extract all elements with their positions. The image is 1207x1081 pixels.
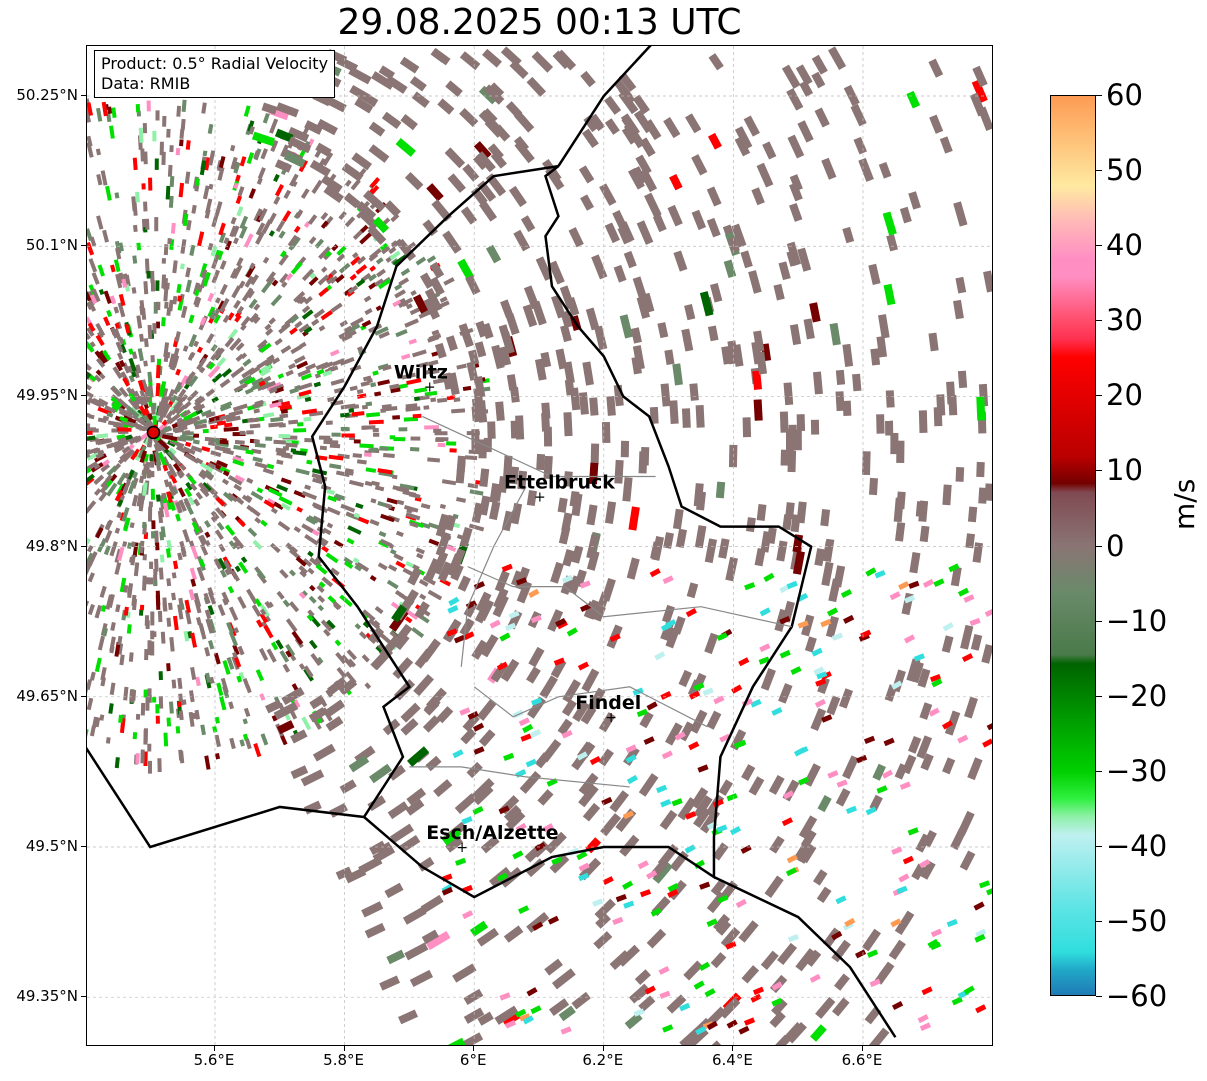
colorbar-gradient: [1051, 96, 1095, 995]
latitude-tick: [81, 245, 86, 247]
colorbar-tick: [1096, 395, 1102, 397]
latitude-tick: [81, 695, 86, 697]
colorbar-tick-label: 40: [1106, 228, 1143, 263]
colorbar-fill: [1051, 96, 1095, 995]
colorbar-tick-label: −10: [1106, 603, 1168, 638]
latitude-tick: [81, 996, 86, 998]
luxembourg-border: [310, 164, 813, 899]
product-info-box: Product: 0.5° Radial Velocity Data: RMIB: [94, 50, 336, 98]
longitude-tick-label: 6.6°E: [841, 1051, 883, 1069]
product-label: Product: 0.5° Radial Velocity: [101, 54, 329, 73]
city-marker: +Ettelbruck: [504, 472, 615, 506]
colorbar-tick-label: −50: [1106, 903, 1168, 938]
longitude-tick: [862, 1046, 863, 1051]
longitude-tick-label: 6.2°E: [582, 1051, 624, 1069]
longitude-tick: [343, 1046, 345, 1051]
canton-boundary: [422, 415, 656, 478]
latitude-tick: [81, 846, 86, 847]
longitude-tick-label: 5.8°E: [323, 1051, 365, 1069]
longitude-tick: [473, 1046, 475, 1051]
latitude-tick: [81, 95, 86, 97]
canton-boundary: [473, 686, 708, 728]
colorbar-tick-label: −40: [1106, 828, 1168, 863]
colorbar-tick-label: 10: [1106, 453, 1143, 488]
canton-boundary: [409, 766, 630, 788]
colorbar-tick: [1096, 996, 1102, 997]
latitude-tick: [81, 395, 86, 397]
radar-map[interactable]: + Wiltz + Ettelbruck + Findel + Esch/Alzette: [86, 45, 993, 1046]
colorbar-tick-label: −20: [1106, 678, 1168, 713]
data-source-label: Data: RMIB: [101, 74, 191, 93]
city-marker: +Esch/Alzette: [426, 822, 558, 856]
city-label: Esch/Alzette: [426, 822, 558, 844]
longitude-tick-label: 6.4°E: [711, 1051, 753, 1069]
colorbar-tick-label: 20: [1106, 378, 1143, 413]
latitude-tick-label: 49.5°N: [25, 837, 78, 855]
colorbar-tick-label: 60: [1106, 78, 1143, 112]
city-label: Ettelbruck: [504, 472, 615, 494]
germany-border: [557, 46, 652, 167]
colorbar-tick-label: 30: [1106, 303, 1143, 338]
city-cross-icon: +: [605, 710, 617, 726]
longitude-tick: [732, 1046, 734, 1051]
colorbar-tick-label: 0: [1106, 528, 1125, 563]
radar-map-canvas: +Wiltz+Ettelbruck+Findel+Esch/Alzette: [87, 46, 992, 1045]
colorbar-tick: [1096, 245, 1102, 247]
radar-echoes: [87, 46, 992, 1045]
city-cross-icon: +: [424, 379, 436, 395]
colorbar-tick: [1096, 695, 1102, 697]
colorbar-tick: [1096, 545, 1102, 547]
colorbar-tick: [1096, 170, 1102, 172]
city-marker: +Wiltz: [394, 361, 448, 395]
france-border: [713, 875, 897, 1038]
latitude-tick-label: 50.25°N: [16, 86, 78, 105]
canton-boundary: [460, 486, 527, 667]
velocity-colorbar: [1050, 95, 1096, 996]
canton-boundary: [467, 566, 792, 628]
colorbar-tick-label: −60: [1106, 979, 1168, 1013]
city-marker: +Findel: [575, 692, 641, 726]
longitude-tick-label: 6°E: [459, 1051, 487, 1069]
colorbar-tick: [1096, 845, 1102, 847]
latitude-tick-label: 49.35°N: [16, 987, 78, 1006]
longitude-tick: [602, 1046, 604, 1051]
city-cross-icon: +: [456, 840, 468, 856]
map-title: 29.08.2025 00:13 UTC: [337, 2, 742, 43]
latitude-tick-label: 49.8°N: [25, 536, 78, 555]
city-label: Findel: [575, 692, 641, 714]
colorbar-tick: [1096, 620, 1102, 622]
latitude-tick-label: 49.95°N: [16, 386, 78, 405]
colorbar-tick: [1096, 95, 1102, 96]
belgium-border: [87, 747, 365, 849]
colorbar-tick: [1096, 920, 1102, 922]
longitude-tick-label: 5.6°E: [193, 1051, 235, 1069]
colorbar-tick-label: −30: [1106, 753, 1168, 788]
city-label: Wiltz: [394, 361, 448, 383]
colorbar-unit-label: m/s: [1168, 478, 1201, 530]
latitude-tick: [81, 545, 86, 547]
latitude-tick-label: 49.65°N: [16, 686, 78, 705]
city-cross-icon: +: [534, 490, 546, 506]
latitude-tick-label: 50.1°N: [25, 236, 78, 255]
colorbar-tick-label: 50: [1106, 153, 1143, 188]
colorbar-tick: [1096, 770, 1102, 772]
colorbar-tick: [1096, 320, 1102, 322]
longitude-tick: [214, 1046, 215, 1051]
colorbar-tick: [1096, 470, 1102, 472]
radar-site-marker: [146, 425, 161, 440]
